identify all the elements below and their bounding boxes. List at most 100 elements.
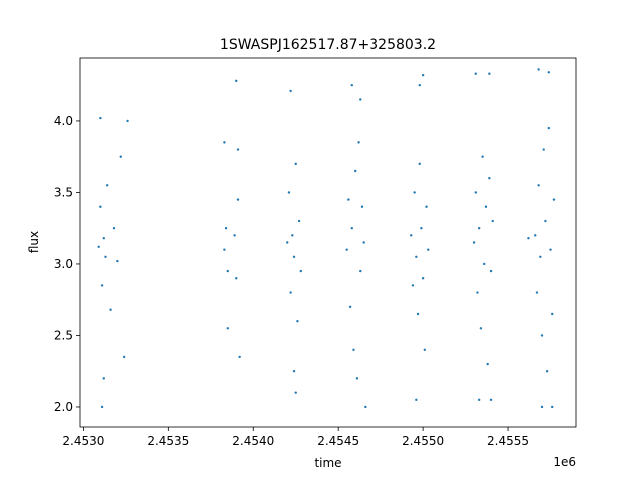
data-point [226,327,229,330]
data-point [477,398,481,402]
data-point [488,72,491,75]
data-point [294,162,297,166]
data-point [413,191,416,194]
data-point [357,141,360,144]
data-point [236,198,240,201]
data-point [238,355,241,359]
data-point [116,259,119,263]
data-point [105,184,109,187]
data-point [539,255,542,258]
data-point [474,191,477,194]
data-point [535,291,539,294]
data-point [418,162,421,166]
data-point [537,68,540,71]
data-point [547,71,551,74]
data-point [540,405,544,409]
data-point [100,405,104,409]
data-point [348,305,352,309]
y-tick-label: 2.5 [54,328,73,342]
data-point [233,234,236,237]
data-point [224,227,228,230]
data-point [99,205,102,208]
data-point [122,355,126,359]
data-point [415,255,418,258]
y-tick-label: 4.0 [54,114,73,128]
data-point [410,234,413,237]
data-point [345,248,348,251]
data-point [109,308,112,311]
data-point [421,73,425,77]
data-point [102,377,105,380]
data-point [416,312,420,316]
data-point [540,334,544,337]
data-point [299,269,303,273]
chart-title: 1SWASPJ162517.87+325803.2 [220,37,436,53]
y-tick-label: 3.0 [54,257,73,271]
data-point [472,241,476,244]
data-point [420,227,423,230]
data-point [289,89,292,93]
data-point [223,141,226,144]
data-point [352,348,355,351]
data-point [484,205,488,208]
x-tick-label: 2.4545 [317,434,359,448]
data-point [235,277,238,280]
data-point [355,377,359,380]
data-point [545,370,549,373]
data-point [289,291,292,294]
data-point [296,319,299,323]
data-point [544,219,547,223]
data-point [489,398,493,402]
x-axis-label: time [314,456,341,470]
data-point [418,83,421,87]
data-point [226,269,229,273]
data-point [99,116,102,120]
data-point [235,79,238,83]
data-point [292,370,296,373]
x-tick-label: 2.4535 [147,434,189,448]
data-point [236,148,240,151]
y-axis-label: flux [27,231,41,253]
data-point [286,241,289,244]
data-point [294,391,297,394]
data-point [359,98,362,101]
data-point [126,119,129,123]
data-point [547,126,551,130]
x-tick-label: 2.4555 [487,434,529,448]
y-axis-ticks: 2.0 2.5 3.0 3.5 4.0 [54,114,80,414]
data-point [486,362,489,366]
data-point [552,198,556,201]
y-tick-label: 2.0 [54,400,73,414]
x-tick-label: 2.4530 [62,434,104,448]
data-point [350,227,353,230]
data-point [359,269,362,273]
data-point [415,398,418,402]
data-point [477,227,481,230]
data-point [347,198,350,201]
data-point [527,237,530,240]
data-point [425,205,428,208]
data-point [479,327,483,330]
data-point [491,219,494,223]
data-point [297,219,301,223]
data-point [287,191,291,194]
x-tick-label: 2.4540 [232,434,274,448]
y-tick-label: 3.5 [54,185,73,199]
x-tick-label: 2.4550 [402,434,444,448]
data-point [542,148,545,151]
data-point [100,284,104,287]
data-point [360,205,364,208]
data-point [97,245,100,248]
data-point [102,237,105,240]
plot-frame [79,57,577,428]
data-point [350,83,353,87]
data-point [421,277,425,280]
data-point [551,312,554,316]
data-point [427,248,430,251]
data-point [549,248,552,251]
data-point [476,291,479,294]
data-point [489,269,493,273]
data-point [362,241,365,244]
